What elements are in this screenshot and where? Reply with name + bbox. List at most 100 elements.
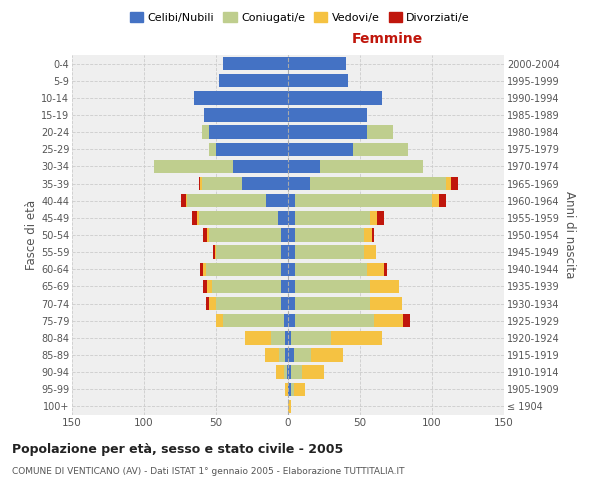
Bar	[288, 280, 295, 293]
Bar	[288, 366, 291, 379]
Bar	[295, 262, 367, 276]
Bar	[295, 211, 370, 224]
Bar	[202, 126, 209, 139]
Bar	[199, 211, 278, 224]
Bar	[370, 211, 377, 224]
Bar	[271, 331, 285, 344]
Bar	[281, 280, 288, 293]
Bar	[295, 297, 370, 310]
Bar	[294, 348, 311, 362]
Bar	[200, 262, 203, 276]
Bar	[206, 297, 209, 310]
Bar	[194, 91, 288, 104]
Y-axis label: Anni di nascita: Anni di nascita	[563, 192, 577, 278]
Bar	[288, 177, 310, 190]
Bar	[353, 142, 407, 156]
Bar	[200, 177, 202, 190]
Bar	[291, 331, 331, 344]
Bar	[202, 177, 242, 190]
Bar	[291, 366, 302, 379]
Bar	[288, 331, 291, 344]
Bar	[216, 142, 288, 156]
Bar	[288, 228, 295, 241]
Bar	[288, 262, 295, 276]
Bar	[288, 194, 295, 207]
Bar	[288, 314, 295, 328]
Bar	[364, 246, 376, 259]
Bar	[288, 142, 353, 156]
Bar	[197, 211, 199, 224]
Bar	[186, 194, 187, 207]
Bar	[278, 211, 288, 224]
Bar	[288, 297, 295, 310]
Bar	[291, 382, 294, 396]
Bar	[288, 57, 346, 70]
Bar	[370, 280, 399, 293]
Bar	[371, 228, 374, 241]
Bar	[288, 160, 320, 173]
Bar	[385, 262, 388, 276]
Bar	[209, 228, 281, 241]
Bar	[285, 382, 288, 396]
Bar	[403, 314, 410, 328]
Bar	[216, 297, 281, 310]
Bar	[288, 91, 382, 104]
Bar	[280, 348, 285, 362]
Text: COMUNE DI VENTICANO (AV) - Dati ISTAT 1° gennaio 2005 - Elaborazione TUTTITALIA.: COMUNE DI VENTICANO (AV) - Dati ISTAT 1°…	[12, 468, 404, 476]
Bar	[374, 314, 403, 328]
Bar	[285, 348, 288, 362]
Bar	[245, 331, 271, 344]
Bar	[288, 126, 367, 139]
Bar	[287, 366, 288, 379]
Bar	[203, 228, 208, 241]
Bar	[294, 382, 305, 396]
Bar	[281, 228, 288, 241]
Bar	[209, 297, 216, 310]
Bar	[367, 262, 385, 276]
Bar	[364, 228, 371, 241]
Bar	[288, 108, 367, 122]
Bar	[208, 228, 209, 241]
Bar	[203, 262, 206, 276]
Bar	[199, 177, 200, 190]
Bar	[295, 228, 364, 241]
Bar	[223, 57, 288, 70]
Bar	[295, 280, 370, 293]
Bar	[266, 194, 288, 207]
Bar	[215, 246, 216, 259]
Bar	[377, 211, 385, 224]
Bar	[288, 246, 295, 259]
Bar	[432, 194, 439, 207]
Bar	[209, 142, 216, 156]
Bar	[439, 194, 446, 207]
Bar	[212, 280, 281, 293]
Bar	[288, 348, 294, 362]
Bar	[209, 126, 288, 139]
Legend: Celibi/Nubili, Coniugati/e, Vedovi/e, Divorziati/e: Celibi/Nubili, Coniugati/e, Vedovi/e, Di…	[125, 8, 475, 28]
Y-axis label: Fasce di età: Fasce di età	[25, 200, 38, 270]
Bar	[281, 262, 288, 276]
Bar	[203, 280, 208, 293]
Text: Popolazione per età, sesso e stato civile - 2005: Popolazione per età, sesso e stato civil…	[12, 442, 343, 456]
Bar	[233, 160, 288, 173]
Bar	[451, 177, 458, 190]
Bar	[288, 400, 291, 413]
Bar	[277, 366, 284, 379]
Bar	[446, 177, 451, 190]
Bar	[288, 211, 295, 224]
Bar	[281, 246, 288, 259]
Bar	[311, 348, 343, 362]
Bar	[216, 314, 223, 328]
Bar	[187, 194, 266, 207]
Bar	[284, 366, 287, 379]
Bar	[213, 246, 215, 259]
Bar	[331, 331, 382, 344]
Bar	[288, 382, 291, 396]
Bar	[295, 314, 374, 328]
Bar	[216, 246, 281, 259]
Bar	[191, 211, 197, 224]
Bar	[285, 331, 288, 344]
Bar	[320, 160, 424, 173]
Bar	[295, 194, 432, 207]
Bar	[370, 297, 402, 310]
